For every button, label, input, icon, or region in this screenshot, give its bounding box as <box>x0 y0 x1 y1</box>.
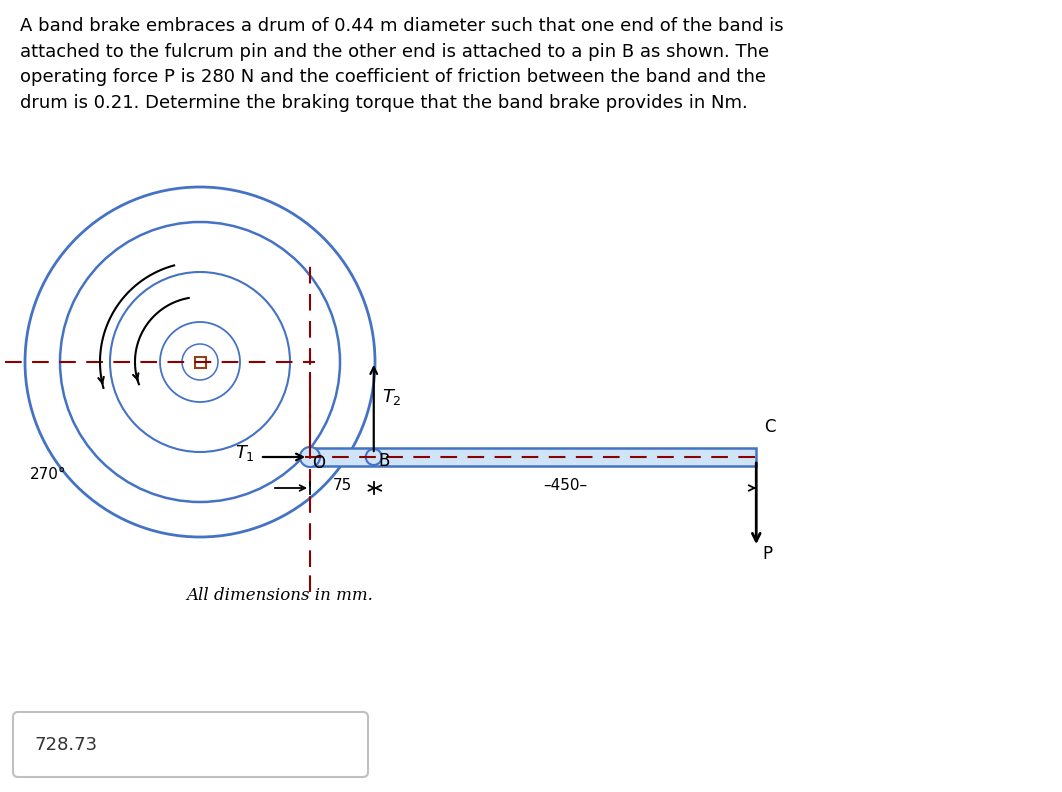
Text: P: P <box>763 545 772 563</box>
FancyBboxPatch shape <box>13 712 369 777</box>
Circle shape <box>299 447 320 467</box>
Text: 75: 75 <box>332 478 352 493</box>
Text: O: O <box>312 454 325 472</box>
Text: –450–: –450– <box>543 478 587 493</box>
Bar <box>310 448 756 466</box>
Text: A band brake embraces a drum of 0.44 m diameter such that one end of the band is: A band brake embraces a drum of 0.44 m d… <box>20 17 784 112</box>
Text: 270°: 270° <box>30 467 67 482</box>
Text: 728.73: 728.73 <box>35 736 98 754</box>
Text: C: C <box>765 418 775 436</box>
Bar <box>194 356 206 367</box>
Text: B: B <box>379 452 390 470</box>
Text: $T_2$: $T_2$ <box>381 387 401 407</box>
Text: All dimensions in mm.: All dimensions in mm. <box>187 587 374 604</box>
Text: $T_1$: $T_1$ <box>235 443 255 463</box>
Circle shape <box>365 449 381 465</box>
